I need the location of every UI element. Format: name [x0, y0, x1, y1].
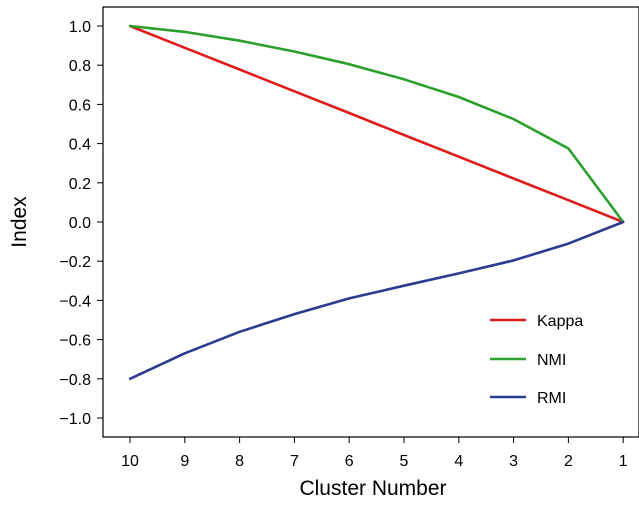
series-line-rmi — [129, 220, 624, 380]
data-point-nmi — [512, 117, 515, 121]
data-point-rmi — [512, 259, 515, 262]
data-point-nmi — [348, 63, 351, 66]
x-tick-label: 1 — [619, 453, 628, 470]
data-point-kappa — [567, 199, 570, 202]
x-tick-label: 4 — [454, 453, 463, 470]
data-point-nmi — [128, 24, 132, 28]
data-point-rmi — [238, 330, 241, 333]
data-point-rmi — [567, 242, 570, 245]
data-point-nmi — [238, 39, 241, 42]
y-tick-label: −0.8 — [59, 372, 91, 389]
x-axis-title: Cluster Number — [299, 477, 446, 500]
data-point-nmi — [457, 95, 460, 99]
data-point-kappa — [293, 90, 296, 93]
y-tick-label: 0.0 — [69, 215, 91, 232]
y-tick-label: −1.0 — [59, 411, 91, 428]
series-line-kappa — [129, 24, 624, 224]
x-tick-label: 5 — [400, 453, 409, 470]
data-point-kappa — [512, 177, 515, 180]
x-tick-label: 3 — [509, 453, 518, 470]
y-tick-label: 0.4 — [69, 137, 91, 154]
y-tick-label: −0.2 — [59, 254, 91, 271]
data-point-nmi — [183, 30, 186, 34]
legend-label-nmi: NMI — [537, 352, 566, 369]
y-tick-label: 0.2 — [69, 176, 91, 193]
data-point-kappa — [457, 155, 460, 158]
x-tick-label: 6 — [345, 453, 354, 470]
data-point-kappa — [238, 68, 241, 71]
x-tick-label: 2 — [564, 453, 573, 470]
data-point-rmi — [183, 352, 186, 355]
x-tick-label: 7 — [290, 453, 299, 470]
data-point-nmi — [567, 147, 570, 150]
data-point-rmi — [622, 220, 625, 224]
x-tick-label: 10 — [121, 453, 139, 470]
legend: Kappa NMI RMI — [490, 313, 583, 407]
y-tick-label: 1.0 — [69, 19, 91, 36]
legend-label-kappa: Kappa — [537, 313, 583, 330]
data-point-rmi — [457, 272, 460, 275]
data-point-kappa — [183, 46, 186, 49]
y-tick-label: 0.6 — [69, 97, 91, 114]
x-tick-label: 9 — [180, 453, 189, 470]
y-tick-label: −0.4 — [59, 293, 91, 310]
data-point-nmi — [402, 78, 406, 81]
data-point-nmi — [293, 50, 296, 53]
data-point-kappa — [348, 111, 351, 115]
legend-label-rmi: RMI — [537, 390, 566, 407]
data-point-rmi — [293, 312, 296, 316]
x-axis: 10 9 8 7 6 5 4 3 2 1 — [121, 437, 628, 470]
y-axis: 1.0 0.8 0.6 0.4 0.2 0.0 −0.2 −0.4 −0.6 −0.8 −1.0 — [59, 19, 103, 428]
series-line-nmi — [129, 24, 625, 223]
y-tick-label: 0.8 — [69, 58, 91, 75]
data-point-rmi — [402, 284, 406, 287]
data-point-rmi — [348, 297, 351, 300]
y-axis-title: Index — [8, 196, 31, 248]
data-point-rmi — [128, 377, 132, 380]
data-point-kappa — [402, 133, 406, 137]
series-lines — [128, 24, 625, 380]
x-tick-label: 8 — [235, 453, 244, 470]
y-tick-label: −0.6 — [59, 333, 91, 350]
